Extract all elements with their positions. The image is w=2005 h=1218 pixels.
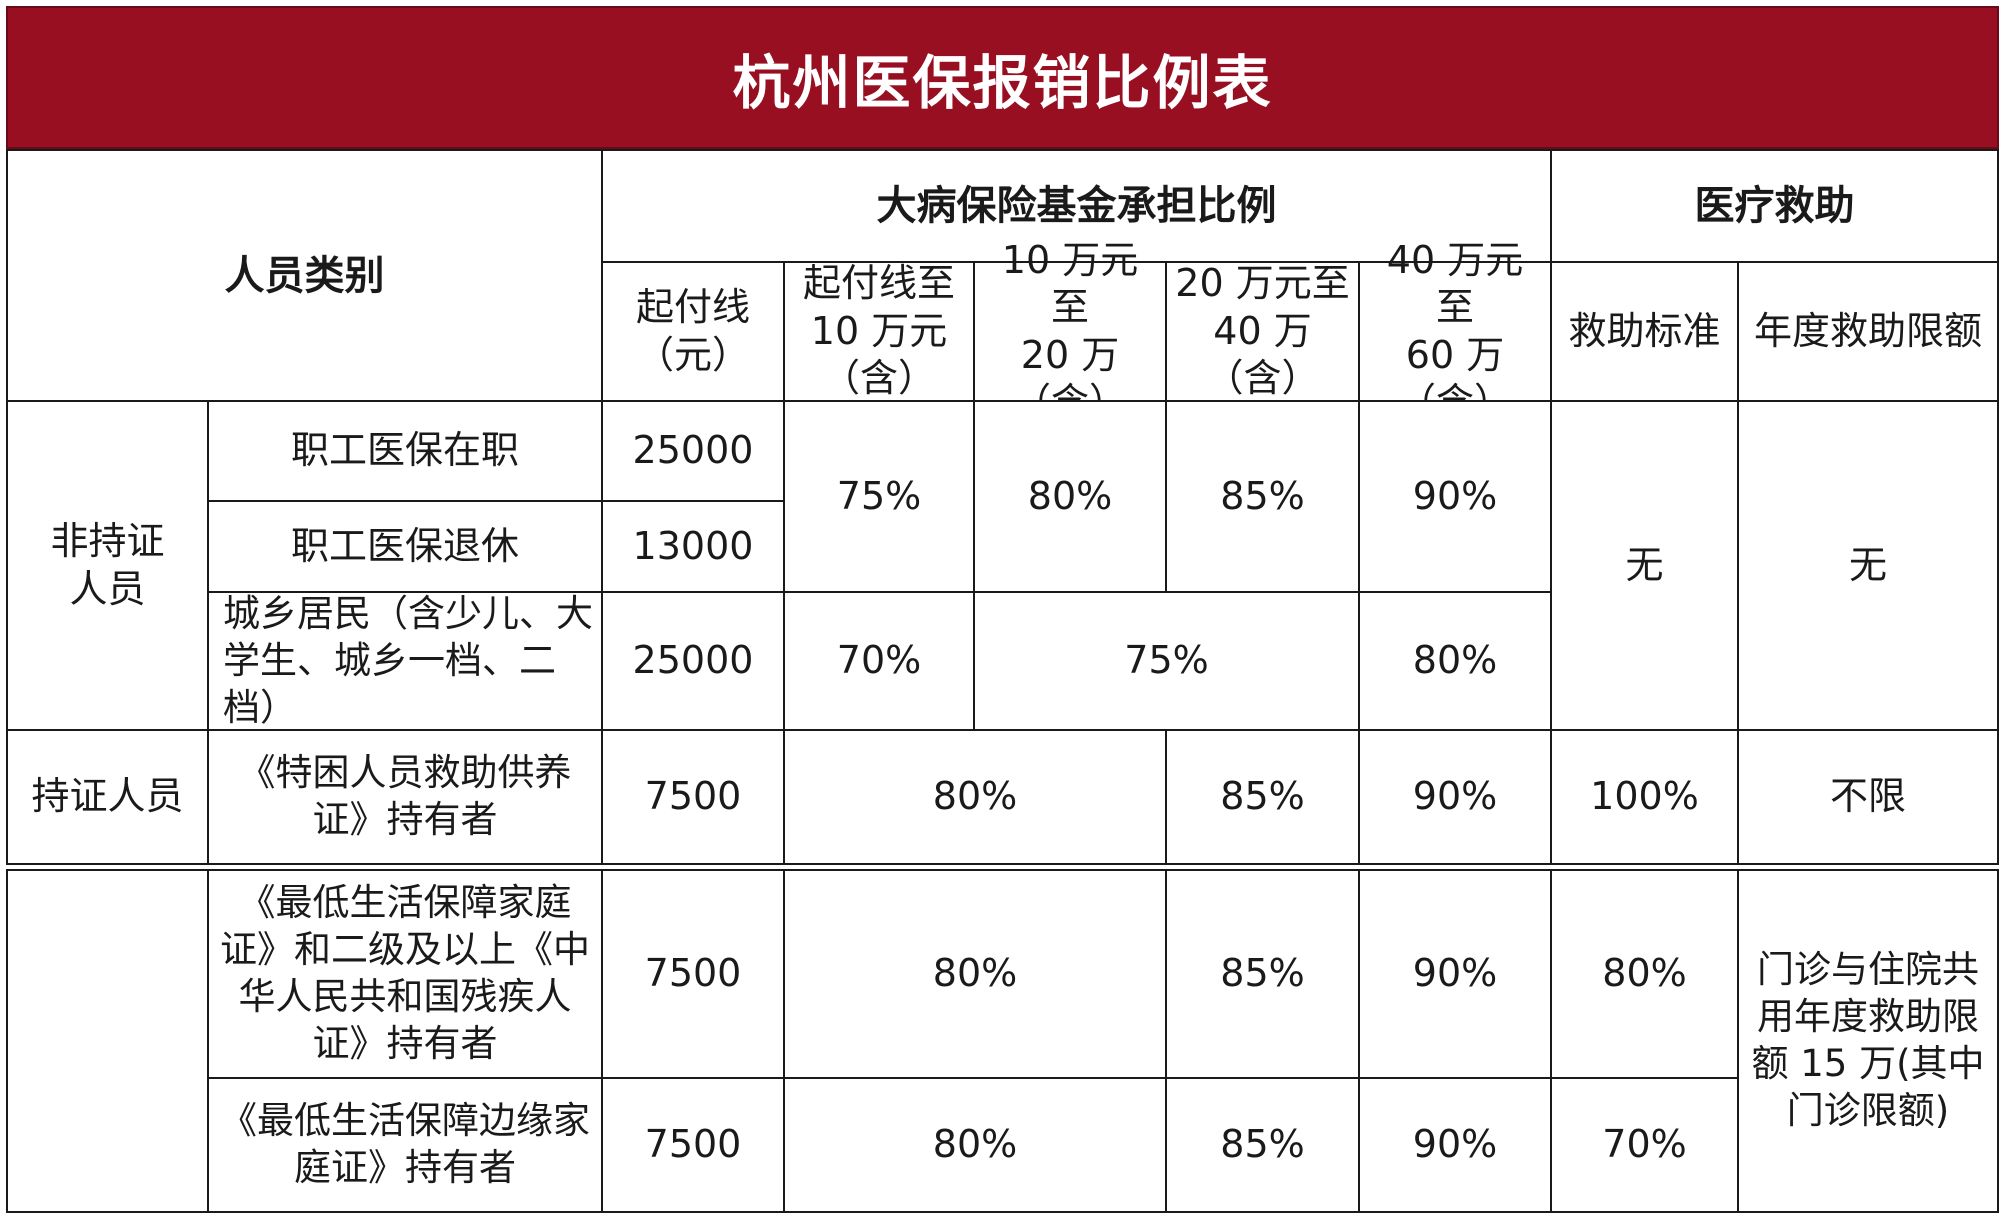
group-non-certified: 非持证 人员 <box>6 400 209 731</box>
deductible-min-living: 7500 <box>601 869 785 1079</box>
header-fund-group: 大病保险基金承担比例 <box>601 149 1552 263</box>
deductible-employee-retired: 13000 <box>601 500 785 593</box>
rate-destitute-tier4: 90% <box>1358 729 1552 865</box>
header-tier1: 起付线至 10 万元 （含） <box>783 261 975 402</box>
header-tier3: 20 万元至 40 万 （含） <box>1165 261 1360 402</box>
rate-urban-rural-tier2-3: 75% <box>973 591 1360 731</box>
aid-limit-destitute: 不限 <box>1737 729 1999 865</box>
header-aid-standard: 救助标准 <box>1550 261 1739 402</box>
aid-standard-non-certified: 无 <box>1550 400 1739 731</box>
row-label-destitute: 《特困人员救助供养证》持有者 <box>207 729 603 865</box>
deductible-urban-rural: 25000 <box>601 591 785 731</box>
header-aid-group: 医疗救助 <box>1550 149 1999 263</box>
group-certified: 持证人员 <box>6 729 209 865</box>
header-category: 人员类别 <box>6 149 603 402</box>
row-label-employee-retired: 职工医保退休 <box>207 500 603 593</box>
rate-destitute-tier3: 85% <box>1165 729 1360 865</box>
rate-urban-rural-tier4: 80% <box>1358 591 1552 731</box>
aid-limit-low-income: 门诊与住院共用年度救助限额 15 万(其中门诊限额) <box>1737 869 1999 1213</box>
deductible-employee-active: 25000 <box>601 400 785 502</box>
header-tier2: 10 万元至 20 万 （含） <box>973 238 1167 424</box>
header-tier4: 40 万元至 60 万 （含） <box>1358 238 1552 424</box>
deductible-destitute: 7500 <box>601 729 785 865</box>
rate-destitute-tier1-2: 80% <box>783 729 1167 865</box>
aid-limit-non-certified: 无 <box>1737 400 1999 731</box>
rate-min-living-tier1-2: 80% <box>783 869 1167 1079</box>
rate-employee-tier1: 75% <box>783 400 975 593</box>
rate-min-living-tier3: 85% <box>1165 869 1360 1079</box>
rate-employee-tier3: 85% <box>1165 400 1360 593</box>
rate-employee-tier4: 90% <box>1358 400 1552 593</box>
aid-standard-destitute: 100% <box>1550 729 1739 865</box>
rate-marginal-tier3: 85% <box>1165 1077 1360 1213</box>
rate-min-living-tier4: 90% <box>1358 869 1552 1079</box>
row-label-urban-rural: 城乡居民（含少儿、大学生、城乡一档、二档） <box>207 591 603 731</box>
header-aid-annual-limit: 年度救助限额 <box>1737 261 1999 402</box>
row-label-min-living: 《最低生活保障家庭证》和二级及以上《中华人民共和国残疾人证》持有者 <box>207 869 603 1079</box>
page-title: 杭州医保报销比例表 <box>6 6 1999 149</box>
deductible-marginal: 7500 <box>601 1077 785 1213</box>
row-label-marginal: 《最低生活保障边缘家庭证》持有者 <box>207 1077 603 1213</box>
rate-urban-rural-tier1: 70% <box>783 591 975 731</box>
rate-employee-tier2: 80% <box>973 400 1167 593</box>
aid-standard-min-living: 80% <box>1550 869 1739 1079</box>
rate-marginal-tier4: 90% <box>1358 1077 1552 1213</box>
header-deductible: 起付线 （元） <box>601 261 785 402</box>
group-low-income <box>6 869 209 1213</box>
rate-marginal-tier1-2: 80% <box>783 1077 1167 1213</box>
row-label-employee-active: 职工医保在职 <box>207 400 603 502</box>
aid-standard-marginal: 70% <box>1550 1077 1739 1213</box>
